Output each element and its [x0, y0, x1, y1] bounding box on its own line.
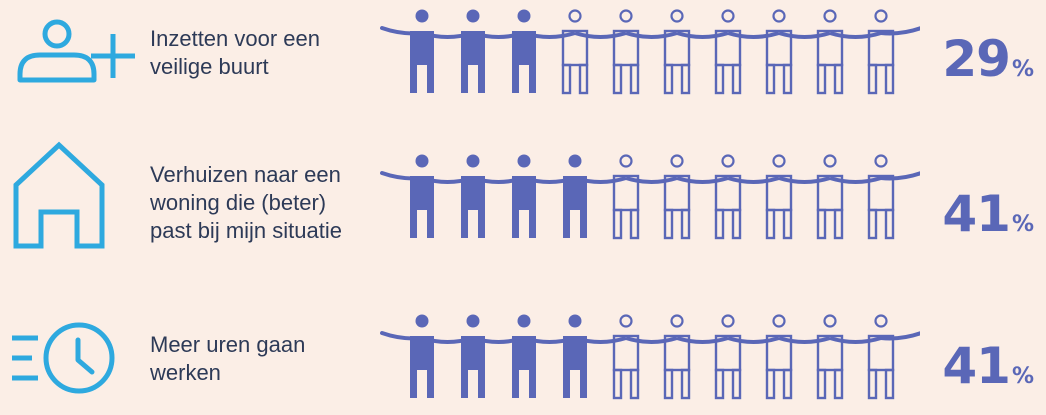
- arm-link: [829, 176, 882, 184]
- percentage-number: 41: [942, 337, 1011, 395]
- arm-link: [829, 336, 882, 344]
- label-line: Meer uren gaan: [150, 332, 306, 357]
- percentage-value: 29%: [942, 30, 1034, 88]
- percent-sign: %: [1011, 212, 1034, 237]
- person-outline: [612, 9, 640, 95]
- arm-right-end: [879, 26, 920, 36]
- label-line: Inzetten voor een: [150, 26, 321, 51]
- label-line: woning die (beter): [150, 190, 327, 215]
- arm-link: [625, 31, 678, 39]
- people-pictogram-1: [380, 154, 920, 240]
- label-line: veilige buurt: [150, 54, 269, 79]
- person-outline: [867, 154, 895, 240]
- arm-link: [778, 336, 831, 344]
- person-outline: [765, 154, 793, 240]
- percentage-number: 41: [942, 185, 1011, 243]
- person-filled: [410, 154, 434, 238]
- label-line: Verhuizen naar een: [150, 162, 341, 187]
- person-outline: [816, 9, 844, 95]
- person-outline: [561, 9, 589, 95]
- row-label: Inzetten voor een veilige buurt: [150, 25, 380, 81]
- percent-sign: %: [1011, 364, 1034, 389]
- person-filled: [512, 314, 536, 398]
- person-outline: [867, 9, 895, 95]
- person-outline: [714, 9, 742, 95]
- person-filled: [410, 9, 434, 93]
- row-label: Meer uren gaan werken: [150, 331, 380, 387]
- person-filled: [461, 9, 485, 93]
- person-outline: [663, 9, 691, 95]
- person-filled: [461, 154, 485, 238]
- person-outline: [714, 154, 742, 240]
- person-outline: [816, 154, 844, 240]
- people-pictogram-2: [380, 314, 920, 400]
- person-outline: [765, 9, 793, 95]
- row-label: Verhuizen naar een woning die (beter) pa…: [150, 161, 380, 245]
- person-outline: [663, 154, 691, 240]
- house-icon: [13, 141, 105, 249]
- arm-link: [727, 176, 780, 184]
- person-outline: [765, 314, 793, 400]
- person-filled: [563, 314, 587, 398]
- arm-right-end: [879, 331, 920, 341]
- person-filled: [410, 314, 434, 398]
- arm-link: [829, 31, 882, 39]
- arm-link: [727, 31, 780, 39]
- arm-link: [676, 176, 729, 184]
- person-outline: [867, 314, 895, 400]
- row-safe-neighbourhood: Inzetten voor een veilige buurt 29%: [0, 0, 1046, 110]
- person-outline: [663, 314, 691, 400]
- row-move-house: Verhuizen naar een woning die (beter) pa…: [0, 141, 1046, 255]
- percentage-value: 41%: [942, 337, 1034, 395]
- arm-link: [727, 336, 780, 344]
- arm-link: [676, 336, 729, 344]
- arm-link: [778, 31, 831, 39]
- row-work-more-hours: Meer uren gaan werken 41%: [0, 305, 1046, 415]
- arm-right-end: [879, 171, 920, 181]
- people-pictogram-0: [380, 9, 920, 95]
- arm-link: [676, 31, 729, 39]
- arm-link: [778, 176, 831, 184]
- user-plus-icon: [17, 19, 135, 83]
- person-outline: [612, 154, 640, 240]
- label-line: past bij mijn situatie: [150, 218, 342, 243]
- person-filled: [461, 314, 485, 398]
- percentage-value: 41%: [942, 185, 1034, 243]
- clock-fast-icon: [12, 322, 115, 394]
- label-line: werken: [150, 360, 221, 385]
- person-outline: [816, 314, 844, 400]
- person-outline: [714, 314, 742, 400]
- arm-link: [625, 176, 678, 184]
- person-outline: [612, 314, 640, 400]
- person-filled: [563, 154, 587, 238]
- person-filled: [512, 154, 536, 238]
- arm-link: [574, 31, 627, 39]
- person-filled: [512, 9, 536, 93]
- percent-sign: %: [1011, 57, 1034, 82]
- arm-link: [625, 336, 678, 344]
- percentage-number: 29: [942, 30, 1011, 88]
